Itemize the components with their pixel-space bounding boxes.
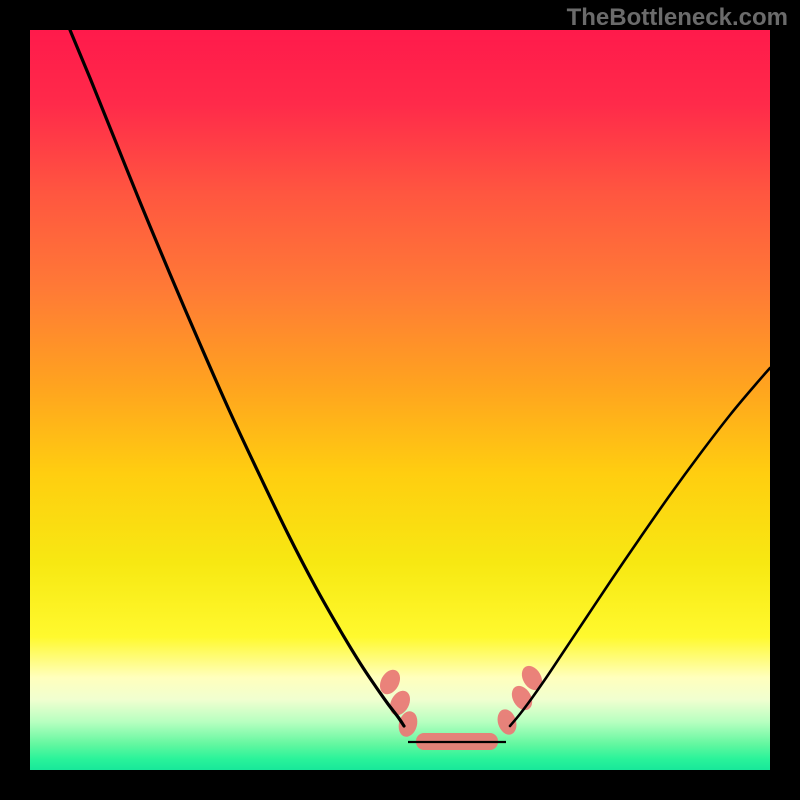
plot-area: [30, 30, 770, 770]
gradient-background: [30, 30, 770, 770]
chart-svg: [30, 30, 770, 770]
watermark-text: TheBottleneck.com: [567, 4, 788, 32]
outer-frame: TheBottleneck.com: [0, 0, 800, 800]
